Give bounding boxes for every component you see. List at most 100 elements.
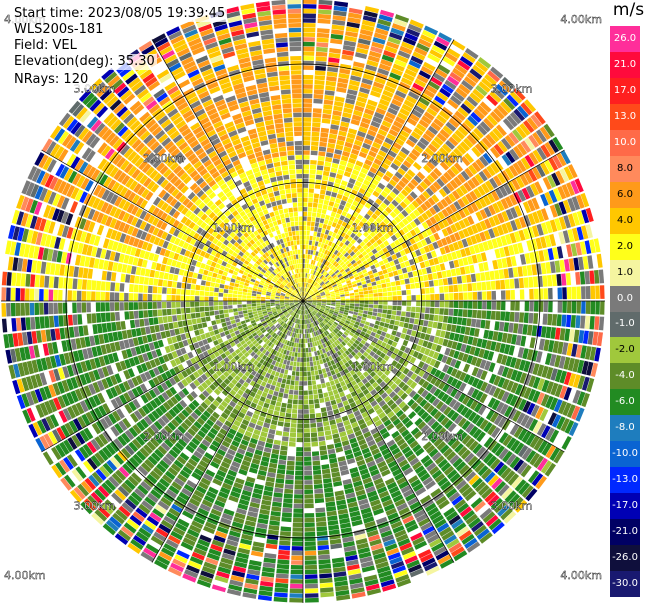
- velocity-gate: [291, 351, 295, 357]
- velocity-gate: [330, 242, 336, 248]
- velocity-gate: [347, 17, 361, 24]
- velocity-gate: [431, 99, 443, 110]
- velocity-gate: [436, 178, 445, 188]
- velocity-gate: [566, 286, 572, 300]
- velocity-gate: [448, 136, 459, 147]
- velocity-gate: [364, 301, 369, 304]
- velocity-gate: [321, 118, 331, 124]
- velocity-gate: [333, 244, 339, 250]
- velocity-gate: [339, 160, 348, 167]
- velocity-gate: [509, 91, 523, 104]
- velocity-gate: [404, 32, 419, 42]
- velocity-gate: [355, 160, 364, 167]
- velocity-gate: [364, 254, 370, 260]
- velocity-gate: [598, 269, 605, 284]
- velocity-gate: [357, 38, 371, 46]
- velocity-gate: [426, 266, 432, 274]
- velocity-gate: [315, 374, 320, 380]
- velocity-gate: [348, 310, 354, 314]
- velocity-gate: [298, 395, 303, 400]
- velocity-gate: [331, 304, 336, 306]
- velocity-gate: [304, 292, 307, 297]
- velocity-gate: [457, 59, 471, 71]
- velocity-gate: [366, 186, 374, 194]
- velocity-gate: [492, 87, 505, 100]
- velocity-gate: [404, 172, 413, 181]
- velocity-gate: [331, 299, 336, 301]
- velocity-gate: [281, 517, 292, 523]
- velocity-gate: [313, 246, 318, 251]
- velocity-gate: [360, 183, 369, 191]
- velocity-gate: [502, 118, 515, 131]
- velocity-gate: [316, 232, 321, 238]
- velocity-gate: [278, 392, 284, 398]
- velocity-gate: [366, 234, 373, 241]
- velocity-gate: [303, 93, 313, 99]
- velocity-gate: [491, 290, 497, 300]
- velocity-gate: [276, 564, 290, 570]
- velocity-gate: [315, 512, 326, 518]
- velocity-gate: [312, 451, 320, 457]
- velocity-gate: [336, 208, 343, 215]
- velocity-gate: [344, 240, 350, 246]
- velocity-gate: [369, 166, 378, 174]
- velocity-gate: [413, 175, 422, 184]
- velocity-gate: [506, 115, 518, 128]
- velocity-gate: [442, 278, 448, 286]
- velocity-gate: [405, 311, 411, 318]
- velocity-gate: [421, 115, 432, 125]
- velocity-gate: [318, 273, 322, 278]
- velocity-gate: [466, 134, 477, 146]
- velocity-gate: [303, 13, 316, 19]
- velocity-gate: [378, 325, 384, 331]
- velocity-gate: [304, 527, 316, 532]
- velocity-gate: [350, 232, 356, 239]
- velocity-gate: [318, 222, 324, 228]
- velocity-gate: [351, 222, 358, 229]
- velocity-gate: [329, 196, 336, 202]
- velocity-gate: [415, 197, 423, 206]
- velocity-gate: [274, 582, 289, 589]
- velocity-gate: [303, 183, 309, 188]
- velocity-gate: [307, 297, 312, 300]
- velocity-gate: [534, 111, 546, 125]
- velocity-gate: [269, 424, 277, 430]
- velocity-gate: [309, 174, 316, 179]
- velocity-gate: [343, 107, 353, 114]
- velocity-gate: [455, 325, 462, 334]
- velocity-gate: [353, 109, 363, 117]
- velocity-gate: [518, 277, 524, 289]
- velocity-gate: [317, 535, 329, 541]
- velocity-gate: [308, 385, 313, 391]
- velocity-gate: [313, 394, 319, 400]
- velocity-gate: [487, 70, 501, 83]
- velocity-gate: [303, 367, 307, 372]
- velocity-gate: [305, 347, 309, 353]
- velocity-gate: [271, 395, 278, 401]
- velocity-gate: [437, 322, 443, 330]
- velocity-gate: [380, 317, 386, 323]
- velocity-gate: [434, 95, 446, 106]
- velocity-gate: [475, 84, 488, 97]
- velocity-gate: [291, 560, 303, 565]
- velocity-gate: [299, 376, 303, 381]
- velocity-gate: [290, 565, 303, 570]
- velocity-gate: [397, 192, 406, 201]
- velocity-gate: [464, 167, 474, 178]
- velocity-gate: [395, 183, 403, 192]
- velocity-gate: [318, 237, 323, 243]
- velocity-gate: [311, 127, 320, 132]
- velocity-gate: [500, 170, 511, 182]
- velocity-gate: [454, 211, 462, 221]
- velocity-gate: [312, 108, 322, 114]
- velocity-gate: [471, 161, 482, 173]
- velocity-gate: [348, 128, 358, 135]
- velocity-gate: [330, 543, 343, 550]
- velocity-gate: [590, 301, 596, 315]
- velocity-gate: [394, 224, 402, 231]
- velocity-gate: [560, 150, 571, 165]
- velocity-gate: [370, 277, 376, 283]
- velocity-gate: [368, 150, 377, 158]
- velocity-gate: [379, 243, 386, 249]
- velocity-gate: [337, 219, 343, 226]
